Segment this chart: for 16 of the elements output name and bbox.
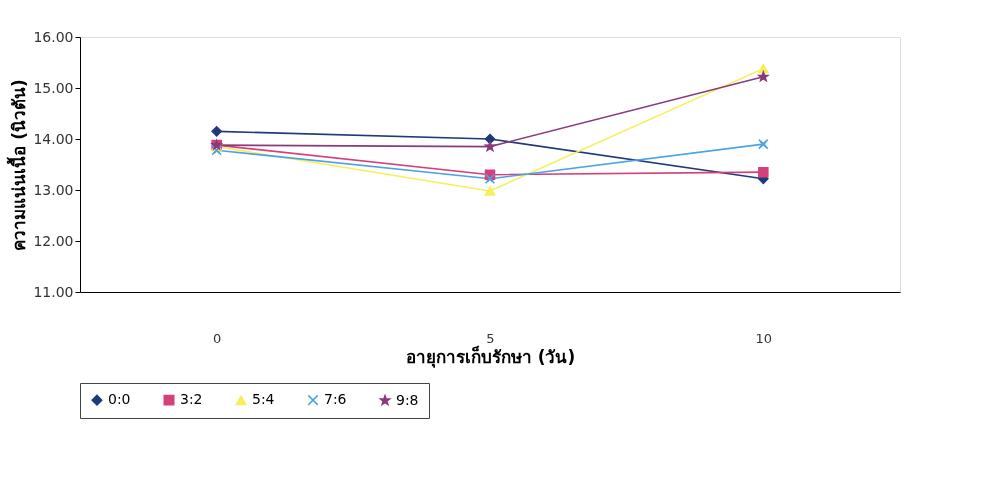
legend-label: 5:4 bbox=[252, 391, 275, 408]
legend-label: 0:0 bbox=[108, 391, 131, 408]
legend-label: 7:6 bbox=[324, 391, 347, 408]
x-axis-title: อายุการเก็บรักษา (วัน) bbox=[405, 344, 576, 368]
x-tick-label: 10 bbox=[755, 330, 773, 346]
y-axis-title: ความแน่นเนื้อ (นิวตัน) bbox=[6, 79, 30, 251]
x-tick-label: 0 bbox=[213, 330, 222, 346]
y-tick-label: 11.00 bbox=[33, 283, 74, 300]
y-tick-label: 12.00 bbox=[33, 232, 74, 249]
legend-label: 9:8 bbox=[396, 391, 419, 408]
y-tick-label: 14.00 bbox=[33, 130, 74, 147]
x-tick-label: 5 bbox=[486, 330, 495, 346]
legend-label: 3:2 bbox=[180, 391, 203, 408]
y-tick-label: 13.00 bbox=[33, 181, 74, 198]
y-tick-label: 16.00 bbox=[33, 28, 74, 45]
y-tick-label: 15.00 bbox=[33, 79, 74, 96]
